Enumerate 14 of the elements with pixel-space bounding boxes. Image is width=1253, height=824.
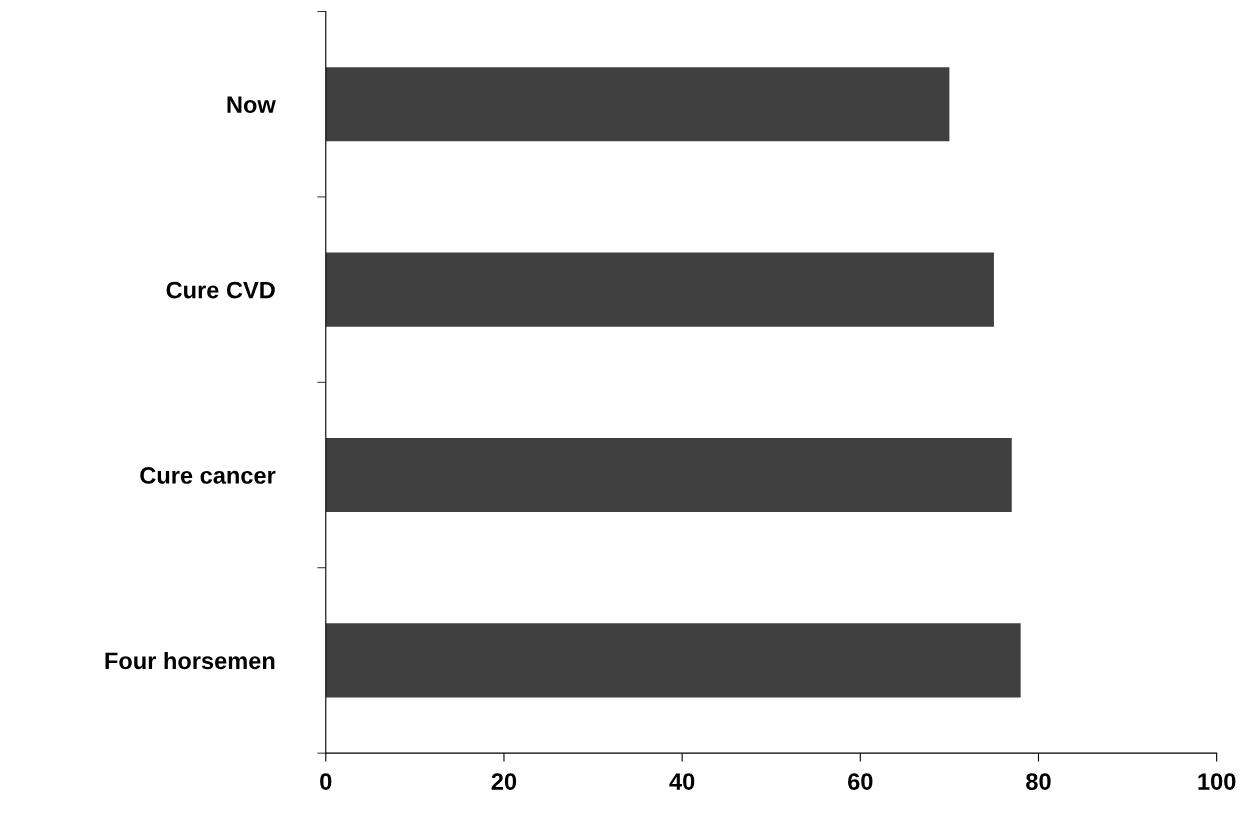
y-tick-label: Cure cancer xyxy=(140,467,276,484)
x-tick-label: 80 xyxy=(1026,773,1051,790)
x-tick-label: 0 xyxy=(320,773,332,790)
y-tick-label: Four horsemen xyxy=(105,651,275,670)
y-tick-label: Now xyxy=(227,96,276,114)
bar xyxy=(325,67,950,142)
x-tick-label: 40 xyxy=(669,773,695,790)
x-tick-label: 60 xyxy=(848,773,873,790)
x-tick-label: 20 xyxy=(491,773,517,790)
x-tick-label: 100 xyxy=(1198,773,1236,790)
bar xyxy=(325,437,1012,513)
y-tick-label: Cure CVD xyxy=(166,281,275,299)
bar xyxy=(325,623,1021,698)
bar xyxy=(325,252,994,327)
